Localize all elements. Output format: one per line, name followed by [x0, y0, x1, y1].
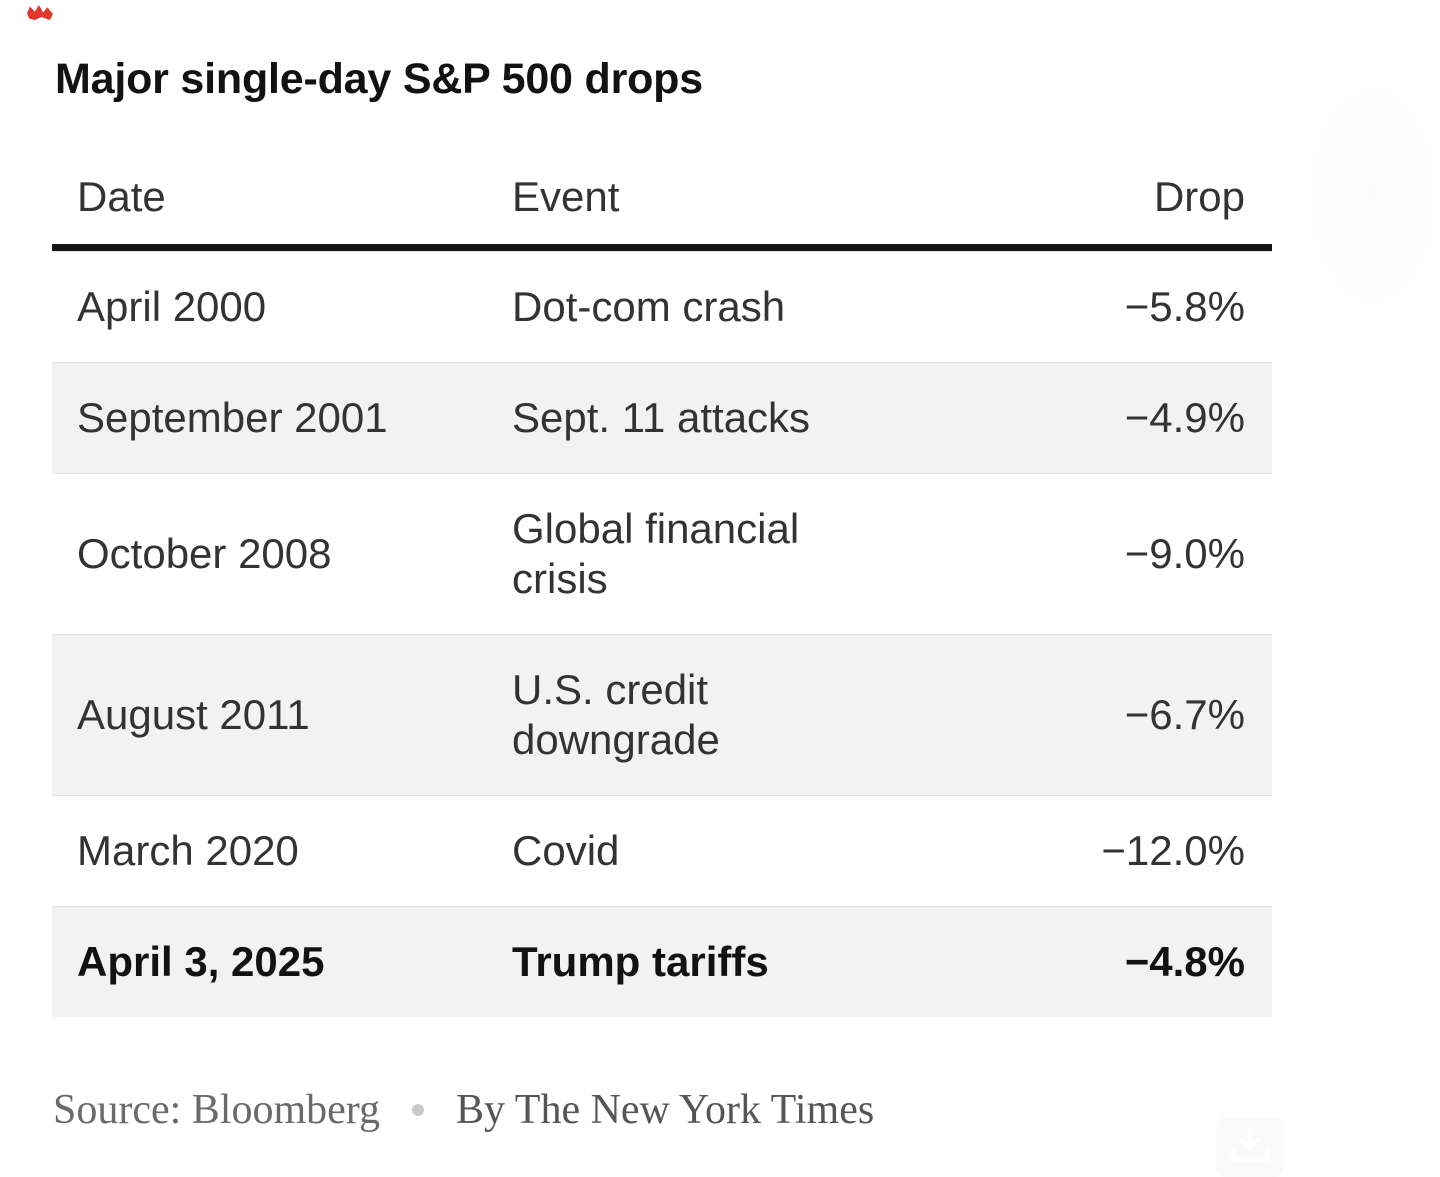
column-header-drop: Drop: [1153, 173, 1245, 220]
table-row: March 2020 Covid −12.0%: [52, 795, 1272, 906]
column-header-event: Event: [512, 173, 620, 220]
cell-date: October 2008: [77, 530, 332, 577]
cell-event: Dot-com crash: [512, 283, 786, 330]
byline-text: By The New York Times: [456, 1087, 875, 1133]
column-header-date: Date: [77, 173, 166, 220]
cell-event: U.S. credit downgrade: [512, 666, 720, 763]
download-button[interactable]: [1216, 1117, 1284, 1177]
cell-date: August 2011: [77, 691, 310, 738]
red-scribble-mark: [27, 5, 53, 20]
cell-drop: −4.9%: [1124, 394, 1245, 441]
cell-drop: −5.8%: [1124, 283, 1245, 330]
chart-title: Major single-day S&P 500 drops: [55, 54, 703, 103]
cell-date: March 2020: [77, 827, 299, 874]
table-row: April 2000 Dot-com crash −5.8%: [52, 251, 1272, 362]
table-header-row: Date Event Drop: [52, 160, 1272, 251]
download-icon: [1230, 1128, 1270, 1162]
table-row: April 3, 2025 Trump tariffs −4.8%: [52, 906, 1272, 1017]
dot-icon: [412, 1104, 425, 1116]
source-byline: Source: Bloomberg By The New York Times: [53, 1085, 874, 1135]
cell-event: Trump tariffs: [512, 938, 769, 985]
cell-event: Covid: [512, 827, 620, 874]
cell-drop: −6.7%: [1124, 691, 1245, 738]
source-text: Source: Bloomberg: [53, 1087, 381, 1133]
table-body: April 2000 Dot-com crash −5.8% September…: [52, 251, 1272, 1017]
drops-table: Date Event Drop April 2000 Dot-com crash…: [52, 160, 1272, 1017]
cell-drop: −9.0%: [1124, 530, 1245, 577]
cell-drop: −4.8%: [1124, 938, 1245, 985]
cell-date: September 2001: [77, 394, 388, 441]
cell-event: Sept. 11 attacks: [512, 394, 811, 441]
table-row: August 2011 U.S. credit downgrade −6.7%: [52, 634, 1272, 795]
table-row: September 2001 Sept. 11 attacks −4.9%: [52, 362, 1272, 473]
cell-date: April 2000: [77, 283, 267, 330]
cell-date: April 3, 2025: [77, 938, 325, 985]
faint-smudge-artifact: [1285, 70, 1440, 350]
cell-event: Global financial crisis: [512, 505, 800, 602]
table-row: October 2008 Global financial crisis −9.…: [52, 473, 1272, 634]
cell-drop: −12.0%: [1101, 827, 1245, 874]
